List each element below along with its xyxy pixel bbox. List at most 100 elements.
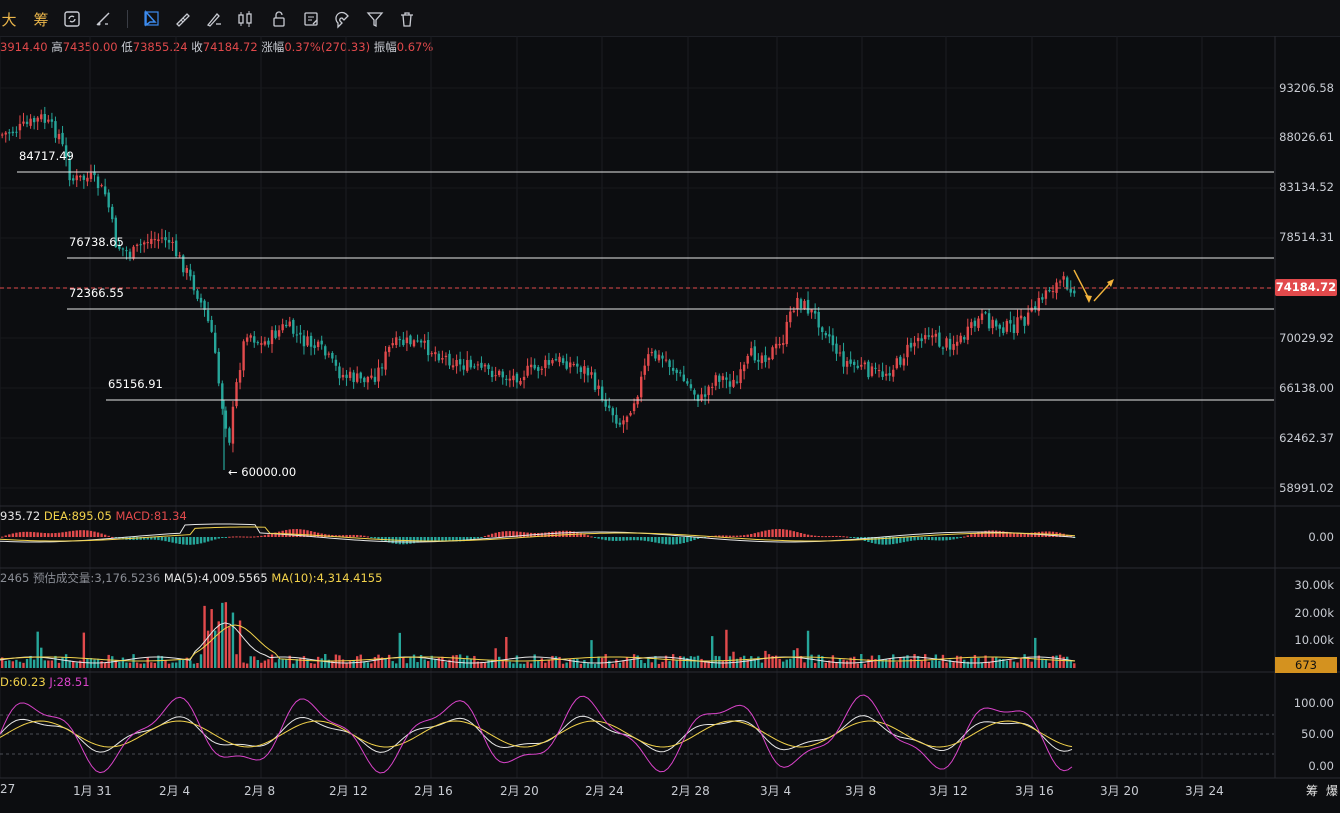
macd-bar bbox=[845, 536, 849, 538]
volume-bar bbox=[249, 656, 252, 668]
volume-bar bbox=[366, 662, 370, 668]
volume-bar bbox=[870, 655, 874, 668]
volume-bar bbox=[387, 654, 391, 668]
candle-body bbox=[803, 300, 806, 309]
toolbar-button-chou[interactable]: 筹 bbox=[30, 8, 52, 30]
dea-line bbox=[0, 526, 1076, 542]
macd-bar bbox=[263, 535, 267, 537]
kdj-panel bbox=[0, 694, 1274, 774]
candle-body bbox=[57, 133, 61, 140]
macd-bar bbox=[345, 535, 348, 537]
panel-dividers bbox=[0, 36, 1340, 779]
lock-icon[interactable] bbox=[268, 8, 290, 30]
macd-bar bbox=[636, 537, 639, 541]
volume-bar bbox=[813, 662, 817, 668]
candle-body bbox=[799, 299, 803, 309]
candle-body bbox=[50, 119, 54, 122]
macd-bar bbox=[103, 534, 107, 537]
candle-body bbox=[753, 346, 756, 361]
candle-body bbox=[370, 375, 373, 378]
candle-body bbox=[281, 324, 284, 331]
volume-bar bbox=[167, 663, 171, 668]
volume-bar bbox=[4, 660, 7, 668]
refresh-icon[interactable] bbox=[61, 8, 83, 30]
candle-body bbox=[870, 366, 874, 376]
ruler-icon[interactable] bbox=[92, 8, 114, 30]
toolbar-button-da[interactable]: 大 bbox=[0, 8, 18, 30]
candle-body bbox=[245, 337, 249, 342]
candle-body bbox=[924, 335, 927, 340]
macd-bar bbox=[299, 529, 302, 537]
macd-bar bbox=[853, 537, 856, 538]
select-tool-icon[interactable] bbox=[141, 8, 163, 30]
candle-body bbox=[345, 374, 348, 378]
candle-body bbox=[629, 412, 632, 416]
candle-body bbox=[682, 374, 685, 382]
candle-body bbox=[707, 386, 710, 396]
trash-icon[interactable] bbox=[396, 8, 418, 30]
macd-bar bbox=[579, 533, 583, 537]
filter-icon[interactable] bbox=[364, 8, 386, 30]
volume-bar bbox=[984, 655, 987, 668]
volume-bar bbox=[739, 657, 742, 668]
macd-bar bbox=[774, 529, 778, 537]
macd-bar bbox=[679, 537, 682, 544]
volume-bar bbox=[934, 654, 938, 668]
volume-bar bbox=[764, 650, 767, 668]
magnet-icon[interactable] bbox=[332, 8, 354, 30]
candle-body bbox=[235, 382, 238, 407]
note-icon[interactable] bbox=[300, 8, 322, 30]
volume-bar bbox=[25, 658, 29, 668]
corner-button-bao[interactable]: 爆 bbox=[1326, 784, 1339, 798]
candle-body bbox=[828, 334, 831, 337]
brush-icon[interactable] bbox=[203, 8, 225, 30]
volume-bar bbox=[725, 629, 728, 668]
volume-bar bbox=[533, 654, 536, 668]
candle-body bbox=[632, 403, 636, 412]
macd-bar bbox=[771, 529, 774, 537]
volume-bar bbox=[206, 630, 210, 668]
candle-body bbox=[416, 340, 419, 342]
volume-bar bbox=[941, 654, 945, 668]
volume-bar bbox=[338, 655, 341, 668]
candle-body bbox=[544, 359, 547, 369]
candle-body bbox=[508, 378, 512, 381]
candle-body bbox=[498, 370, 501, 376]
macd-bar bbox=[792, 531, 796, 537]
volume-bar bbox=[483, 662, 487, 668]
candle-body bbox=[941, 347, 945, 349]
macd-bar bbox=[732, 535, 735, 537]
candle-body bbox=[54, 121, 57, 138]
candlestick-icon[interactable] bbox=[234, 8, 256, 30]
candle-body bbox=[196, 290, 199, 299]
volume-bar bbox=[647, 656, 650, 668]
amplitude-label: 振幅 bbox=[373, 40, 397, 54]
open-value: 3914.40 bbox=[0, 40, 48, 54]
chart-canvas[interactable] bbox=[0, 36, 1340, 813]
macd-bar bbox=[959, 537, 962, 538]
volume-bar bbox=[963, 659, 966, 668]
candle-body bbox=[963, 337, 966, 340]
candle-body bbox=[490, 370, 494, 378]
volume-bar bbox=[526, 661, 529, 668]
macd-bar bbox=[143, 537, 146, 540]
corner-button-chou[interactable]: 筹 bbox=[1306, 784, 1319, 798]
macd-bar bbox=[29, 531, 32, 537]
macd-bar bbox=[1023, 533, 1026, 537]
candle-body bbox=[615, 414, 618, 424]
candle-body bbox=[430, 353, 433, 355]
pencil-ruler-icon[interactable] bbox=[172, 8, 194, 30]
macd-bar bbox=[757, 532, 760, 537]
volume-bar bbox=[629, 660, 632, 668]
volume-bar bbox=[395, 663, 398, 668]
candle-body bbox=[72, 178, 75, 181]
volume-bar bbox=[505, 636, 508, 668]
candle-body bbox=[643, 365, 646, 375]
volume-bar bbox=[938, 660, 941, 668]
candle-body bbox=[732, 379, 735, 387]
macd-bar bbox=[146, 537, 149, 540]
price-axis-label: 93206.58 bbox=[1279, 81, 1334, 95]
volume-bar bbox=[189, 660, 192, 668]
chart-toolbar: 大 筹 bbox=[0, 0, 1340, 37]
macd-bar bbox=[36, 532, 39, 537]
